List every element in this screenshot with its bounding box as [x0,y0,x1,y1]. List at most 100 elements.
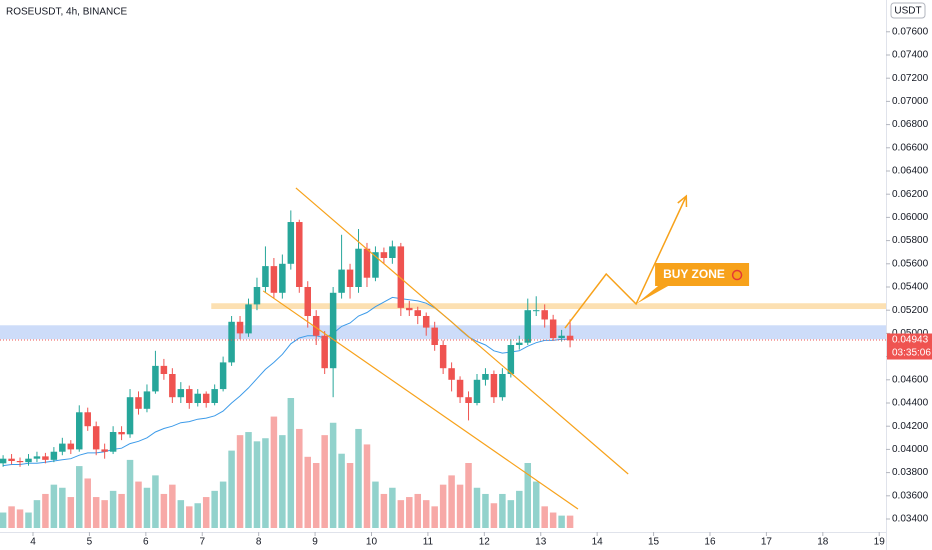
volume-bar [516,490,523,528]
y-tick-label: 0.06200 [892,189,929,200]
volume-bar [253,441,261,528]
volume-bar [194,503,201,528]
candle-body [473,379,481,404]
candle-body [228,321,235,363]
candle-body [160,365,168,375]
candle-body [448,368,455,380]
candle-body [16,461,24,463]
volume-bar [541,506,548,528]
x-tick-label: 9 [312,537,318,548]
volume-bar [329,422,337,528]
candle-body [465,397,472,404]
annotation-icon [731,269,743,281]
candle-body [439,344,447,369]
candle-body [507,344,515,375]
candle-body [406,307,413,311]
volume-bar [439,484,447,528]
candle-body [186,389,193,404]
candle-body [92,426,100,450]
y-tick-label: 0.05600 [892,258,929,269]
candle-body [549,319,557,339]
volume-bar [422,500,430,528]
last-price-label: 0.04943 [892,335,929,346]
volume-bar [33,500,41,528]
volume-bar [338,453,345,528]
volume-bar [160,493,168,528]
candle-body [499,374,506,398]
candle-body [126,397,134,435]
countdown-label: 03:35:06 [892,348,931,359]
candle-body [0,458,7,464]
currency[interactable]: USDT [894,6,921,17]
volume-bar [372,481,379,528]
x-tick-label: 14 [592,537,604,548]
candle-body [25,458,32,463]
candle-body [177,389,185,398]
volume-bar [169,484,176,528]
x-tick-label: 12 [479,537,491,548]
annotation-text: BUY ZONE [663,267,725,281]
candle-body [42,456,49,460]
candle-body [287,222,295,264]
volume-bar [549,512,557,528]
y-tick-label: 0.06800 [892,119,929,130]
y-tick-label: 0.07400 [892,50,929,61]
y-tick-label: 0.04200 [892,421,929,432]
candle-body [516,342,523,345]
volume-bar [456,484,464,528]
candle-body [389,246,396,258]
y-tick-label: 0.04600 [892,374,929,385]
candle-body [59,443,66,452]
volume-bar [490,503,498,528]
volume-bar [448,475,455,528]
chart-title: ROSEUSDT, 4h, BINANCE [6,7,127,18]
candle-body [8,458,15,462]
volume-bar [118,493,125,528]
candle-body [414,310,422,316]
volume-bar [16,509,24,528]
volume-bar [287,398,295,528]
y-tick-label: 0.05400 [892,282,929,293]
candle-body [236,321,244,334]
volume-bar [406,497,413,528]
y-tick-label: 0.03400 [892,514,929,525]
x-tick-label: 19 [874,537,886,548]
candle-body [296,222,303,287]
volume-bar [135,481,142,528]
volume-bar [270,416,278,528]
candle-body [304,286,311,316]
volume-bar [414,493,422,528]
y-tick-label: 0.07200 [892,73,929,84]
volume-bar [109,490,117,528]
volume-bar [296,428,303,528]
volume-bar [101,500,108,528]
zone [211,303,886,310]
y-tick-label: 0.04400 [892,398,929,409]
volume-bar [42,493,49,528]
currency-box[interactable] [890,2,926,19]
volume-bar [431,506,438,528]
volume-bar [524,463,532,528]
candle-body [143,391,151,409]
callout [636,263,750,305]
volume-bar [126,459,134,528]
candle-body [422,315,430,328]
volume-bar [465,463,472,528]
candle-body [245,304,252,334]
trend-line [262,290,579,510]
volume-bar [312,463,320,528]
candle-body [169,374,176,398]
volume-bar [219,481,227,528]
countdown-box [887,346,932,360]
candle-body [490,374,498,398]
candle-body [194,393,201,404]
volume-bar [262,438,269,528]
volume-bar [50,484,58,528]
candle-body [76,412,83,450]
volume-bar [143,487,151,528]
x-tick-label: 6 [143,537,149,548]
volume-bar [152,475,159,528]
candle-body [524,310,532,343]
